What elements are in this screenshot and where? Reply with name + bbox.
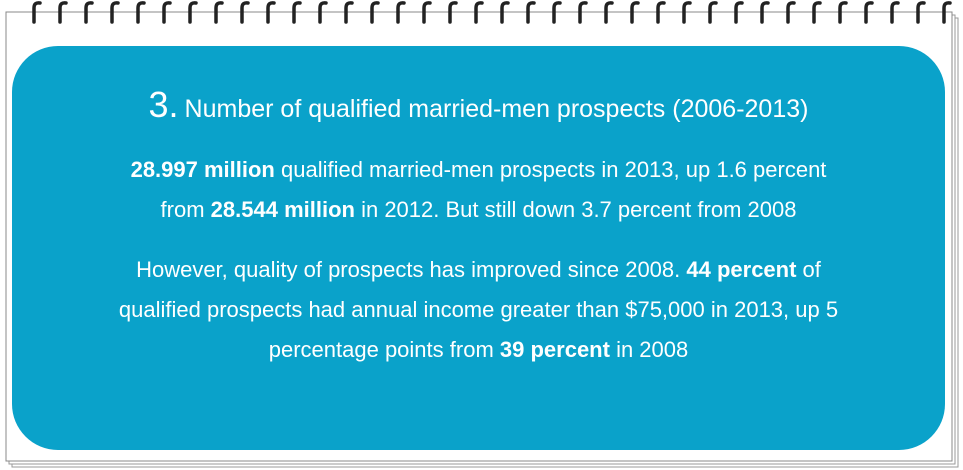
spiral-ring xyxy=(162,1,172,24)
title-number: 3. xyxy=(148,84,179,125)
spiral-ring xyxy=(422,1,432,24)
text: of xyxy=(796,257,821,282)
text-line: qualified prospects had annual income gr… xyxy=(12,290,945,330)
text: qualified prospects had annual income gr… xyxy=(118,297,839,322)
spiral-ring xyxy=(916,1,926,24)
spiral-ring xyxy=(58,1,68,24)
spiral-ring xyxy=(136,1,146,24)
bold-text: 28.997 million xyxy=(130,157,275,182)
paragraph: 28.997 million qualified married-men pro… xyxy=(12,150,945,230)
text-line: However, quality of prospects has improv… xyxy=(12,250,945,290)
spiral-ring xyxy=(890,1,900,24)
spiral-ring xyxy=(188,1,198,24)
spiral-ring xyxy=(448,1,458,24)
spiral-ring xyxy=(786,1,796,24)
spiral-ring xyxy=(682,1,692,24)
spiral-ring xyxy=(526,1,536,24)
spiral-ring xyxy=(812,1,822,24)
spiral-ring xyxy=(110,1,120,24)
spiral-ring xyxy=(396,1,406,24)
text-line: from 28.544 million in 2012. But still d… xyxy=(12,190,945,230)
spiral-ring xyxy=(708,1,718,24)
spiral-ring xyxy=(214,1,224,24)
text: However, quality of prospects has improv… xyxy=(136,257,687,282)
spiral-ring xyxy=(838,1,848,24)
spiral-ring xyxy=(942,1,952,24)
spiral-ring xyxy=(604,1,614,24)
text: percentage points from xyxy=(268,337,500,362)
bold-text: 28.544 million xyxy=(210,197,355,222)
spiral-ring xyxy=(344,1,354,24)
spiral-ring xyxy=(84,1,94,24)
text: in 2012. But still down 3.7 percent from… xyxy=(354,197,797,222)
spiral-ring xyxy=(292,1,302,24)
info-card: 3. Number of qualified married-men prospe… xyxy=(12,46,945,450)
spiral-ring xyxy=(474,1,484,24)
spiral-ring xyxy=(552,1,562,24)
spiral-ring xyxy=(500,1,510,24)
spiral-ring xyxy=(760,1,770,24)
title: 3. Number of qualified married-men prospe… xyxy=(12,84,945,126)
spiral-ring xyxy=(266,1,276,24)
spiral-ring xyxy=(370,1,380,24)
text: qualified married-men prospects in 2013,… xyxy=(274,157,827,182)
spiral-ring xyxy=(318,1,328,24)
spiral-ring xyxy=(32,1,42,24)
text-line: percentage points from 39 percent in 200… xyxy=(12,330,945,370)
spiral-ring xyxy=(240,1,250,24)
bold-text: 44 percent xyxy=(686,257,797,282)
paragraph: However, quality of prospects has improv… xyxy=(12,250,945,370)
spiral xyxy=(32,1,952,24)
text: from xyxy=(160,197,211,222)
spiral-ring xyxy=(656,1,666,24)
bold-text: 39 percent xyxy=(499,337,610,362)
spiral-ring xyxy=(734,1,744,24)
spiral-ring xyxy=(578,1,588,24)
title-text: Number of qualified married-men prospect… xyxy=(184,95,809,123)
text-line: 28.997 million qualified married-men pro… xyxy=(12,150,945,190)
spiral-ring xyxy=(630,1,640,24)
spiral-ring xyxy=(864,1,874,24)
text: in 2008 xyxy=(609,337,689,362)
